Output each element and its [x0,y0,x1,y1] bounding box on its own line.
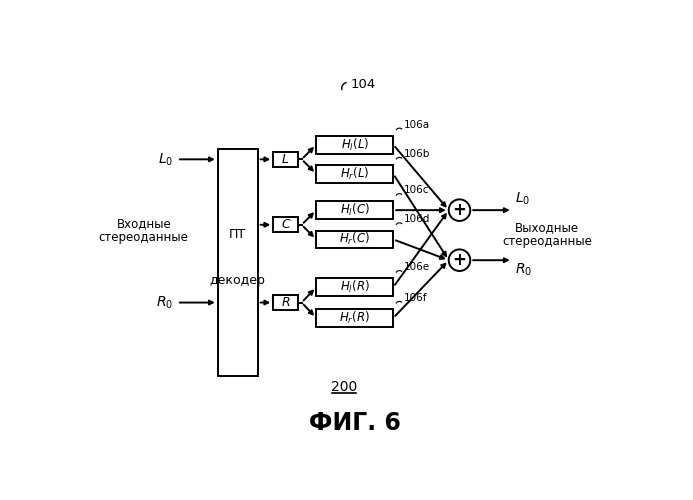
FancyBboxPatch shape [316,202,394,219]
Text: $H_l(L)$: $H_l(L)$ [341,136,369,153]
Circle shape [449,200,471,221]
Text: 106f: 106f [404,293,428,303]
Text: C: C [281,218,290,232]
Text: $L_0$: $L_0$ [158,151,173,168]
Text: 104: 104 [350,78,376,91]
Text: стереоданные: стереоданные [502,235,593,248]
Text: 106c: 106c [404,185,430,195]
Text: +: + [453,251,466,269]
Text: 106e: 106e [404,262,430,272]
Text: $R_0$: $R_0$ [156,294,173,310]
Text: 106d: 106d [404,214,430,224]
Text: $H_r(L)$: $H_r(L)$ [340,166,369,182]
Text: L: L [282,153,289,166]
FancyBboxPatch shape [218,148,258,376]
Text: R: R [281,296,290,309]
FancyBboxPatch shape [273,217,298,232]
Text: стереоданные: стереоданные [99,230,188,243]
Text: ФИГ. 6: ФИГ. 6 [309,412,401,436]
Text: $H_l(R)$: $H_l(R)$ [340,279,369,295]
Text: 106a: 106a [404,120,430,130]
FancyBboxPatch shape [316,309,394,327]
Text: Входные: Входные [116,216,171,230]
Text: $H_r(C)$: $H_r(C)$ [340,232,370,248]
Text: $R_0$: $R_0$ [515,262,532,278]
Text: ПТ: ПТ [229,228,246,241]
Text: 200: 200 [331,380,357,394]
Text: декодер: декодер [210,274,265,287]
Text: $H_l(C)$: $H_l(C)$ [340,202,369,218]
FancyBboxPatch shape [316,165,394,183]
FancyBboxPatch shape [316,136,394,154]
Text: $L_0$: $L_0$ [515,190,530,207]
FancyBboxPatch shape [273,152,298,167]
Circle shape [449,250,471,271]
Text: Выходные: Выходные [515,221,579,234]
Text: +: + [453,201,466,219]
FancyBboxPatch shape [316,230,394,248]
FancyBboxPatch shape [273,295,298,310]
Text: 106b: 106b [404,149,430,159]
Text: $H_r(R)$: $H_r(R)$ [340,310,370,326]
FancyBboxPatch shape [316,278,394,296]
